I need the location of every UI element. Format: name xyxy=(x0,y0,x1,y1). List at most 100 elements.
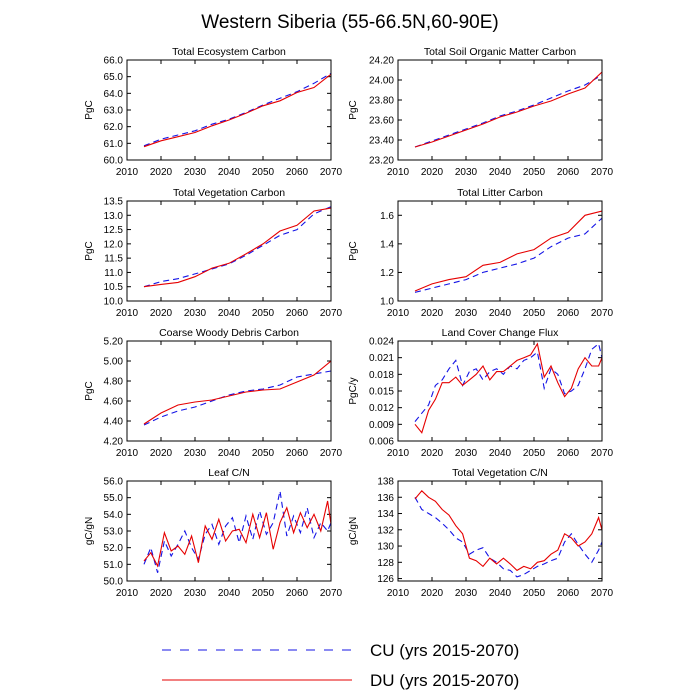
x-tick-label: 2060 xyxy=(286,588,309,599)
x-tick-label: 2020 xyxy=(421,308,444,319)
y-tick-label: 1.2 xyxy=(380,268,394,279)
x-tick-label: 2040 xyxy=(218,308,241,319)
legend-label-cu: CU (yrs 2015-2070) xyxy=(370,641,519,660)
y-tick-label: 63.0 xyxy=(104,106,124,117)
x-tick-label: 2020 xyxy=(421,167,444,178)
x-tick-label: 2070 xyxy=(591,588,614,599)
y-tick-label: 23.60 xyxy=(369,116,394,127)
y-tick-label: 12.5 xyxy=(104,225,124,236)
y-tick-label: 0.015 xyxy=(369,387,394,398)
plot-frame xyxy=(397,340,603,442)
y-tick-label: 11.0 xyxy=(104,268,123,279)
y-tick-label: 0.021 xyxy=(369,353,394,364)
y-tick-label: 24.00 xyxy=(369,76,394,87)
y-tick-label: 10.5 xyxy=(104,282,124,293)
series-line-cu xyxy=(143,490,331,573)
x-tick-label: 2040 xyxy=(489,167,512,178)
panel-title: Land Cover Change Flux xyxy=(442,327,559,339)
x-tick-label: 2040 xyxy=(489,588,512,599)
series-line-du xyxy=(143,500,331,568)
figure-title: Western Siberia (55-66.5N,60-90E) xyxy=(201,12,498,33)
y-tick-label: 0.012 xyxy=(369,403,394,414)
x-tick-label: 2030 xyxy=(184,588,207,599)
x-tick-label: 2070 xyxy=(591,167,614,178)
y-tick-label: 1.6 xyxy=(380,211,394,222)
y-tick-label: 64.0 xyxy=(104,89,124,100)
panel-title: Total Vegetation C/N xyxy=(452,467,548,479)
series-line-du xyxy=(414,489,602,572)
y-tick-label: 23.20 xyxy=(369,156,394,167)
x-tick-label: 2050 xyxy=(523,167,546,178)
x-tick-label: 2050 xyxy=(252,167,275,178)
series-line-cu xyxy=(143,370,331,426)
series-line-cu xyxy=(414,74,602,148)
series-line-du xyxy=(143,207,331,288)
y-tick-label: 24.20 xyxy=(369,56,394,67)
y-tick-label: 11.5 xyxy=(104,254,123,265)
y-tick-label: 65.0 xyxy=(104,72,124,83)
panel-title: Total Vegetation Carbon xyxy=(173,187,285,199)
y-tick-label: 0.009 xyxy=(369,420,394,431)
x-tick-label: 2030 xyxy=(455,588,478,599)
y-axis-label: PgC xyxy=(84,381,95,400)
plot-frame xyxy=(126,480,332,582)
x-tick-label: 2070 xyxy=(320,588,343,599)
x-tick-label: 2010 xyxy=(116,167,139,178)
legend: CU (yrs 2015-2070) DU (yrs 2015-2070) xyxy=(162,641,519,690)
x-tick-label: 2050 xyxy=(252,588,275,599)
y-tick-label: 0.018 xyxy=(369,370,394,381)
x-tick-label: 2070 xyxy=(320,167,343,178)
x-tick-label: 2040 xyxy=(489,448,512,459)
series-line-du xyxy=(143,73,331,148)
x-tick-label: 2060 xyxy=(286,308,309,319)
x-tick-label: 2060 xyxy=(286,167,309,178)
x-tick-label: 2060 xyxy=(286,448,309,459)
y-tick-label: 126 xyxy=(377,574,394,585)
x-tick-label: 2030 xyxy=(184,167,207,178)
panel-5: Coarse Woody Debris Carbon PgC 2010 2020 203… xyxy=(84,327,343,459)
x-tick-label: 2060 xyxy=(557,167,580,178)
y-tick-label: 5.20 xyxy=(104,337,124,348)
series-line-du xyxy=(414,71,602,148)
x-tick-label: 2020 xyxy=(421,588,444,599)
panel-3: Total Vegetation Carbon PgC 2010 2020 2030 20… xyxy=(84,187,343,319)
panel-title: Total Soil Organic Matter Carbon xyxy=(424,46,576,58)
x-tick-label: 2010 xyxy=(387,588,410,599)
x-tick-label: 2040 xyxy=(489,308,512,319)
panel-title: Total Ecosystem Carbon xyxy=(172,46,286,58)
y-axis-label: gC/gN xyxy=(348,517,359,545)
series-line-du xyxy=(414,342,602,434)
legend-label-du: DU (yrs 2015-2070) xyxy=(370,671,519,690)
series-line-cu xyxy=(414,217,602,293)
y-tick-label: 52.0 xyxy=(104,543,124,554)
panel-7: Leaf C/N gC/gN 2010 2020 2030 2040 2050 2060 207… xyxy=(84,467,343,599)
x-tick-label: 2010 xyxy=(116,588,139,599)
y-tick-label: 60.0 xyxy=(104,156,124,167)
x-tick-label: 2020 xyxy=(421,448,444,459)
series-line-cu xyxy=(143,72,331,147)
series-line-du xyxy=(414,210,602,292)
y-tick-label: 130 xyxy=(377,542,394,553)
series-line-cu xyxy=(143,206,331,288)
x-tick-label: 2050 xyxy=(252,308,275,319)
y-tick-label: 12.0 xyxy=(104,239,124,250)
x-tick-label: 2070 xyxy=(591,308,614,319)
series-line-cu xyxy=(414,497,602,578)
y-tick-label: 13.5 xyxy=(104,197,124,208)
plot-frame xyxy=(126,200,332,302)
y-tick-label: 128 xyxy=(377,558,394,569)
x-tick-label: 2060 xyxy=(557,588,580,599)
y-axis-label: gC/gN xyxy=(84,517,95,545)
x-tick-label: 2050 xyxy=(523,308,546,319)
plot-frame xyxy=(397,480,603,582)
x-tick-label: 2070 xyxy=(320,448,343,459)
y-tick-label: 136 xyxy=(377,493,394,504)
x-tick-label: 2040 xyxy=(218,588,241,599)
y-tick-label: 56.0 xyxy=(104,477,124,488)
y-tick-label: 51.0 xyxy=(104,560,124,571)
plot-frame xyxy=(126,340,332,442)
y-axis-label: PgC xyxy=(84,241,95,260)
panel-title: Total Litter Carbon xyxy=(457,187,543,199)
x-tick-label: 2030 xyxy=(184,308,207,319)
y-tick-label: 4.60 xyxy=(104,397,124,408)
